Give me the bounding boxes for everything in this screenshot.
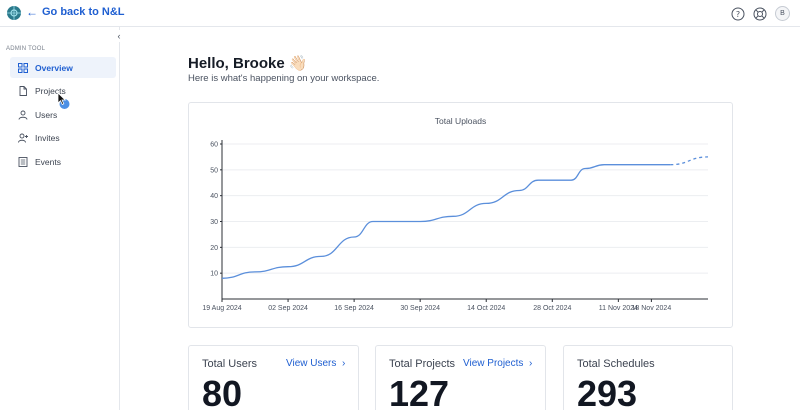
y-tick-label: 20 (210, 245, 218, 252)
x-tick-label: 11 Nov 2024 (599, 305, 638, 312)
page-subtitle: Here is what's happening on your workspa… (188, 73, 380, 84)
top-icons: ? B (731, 6, 790, 21)
page-title: Hello, Brooke 👋🏻 (188, 55, 308, 72)
avatar[interactable]: B (775, 6, 790, 21)
grid-icon (18, 62, 28, 73)
sidebar-item-users[interactable]: Users (10, 104, 116, 125)
user-plus-icon (18, 133, 28, 143)
sidebar-item-label: Events (35, 156, 61, 167)
top-bar: ← Go back to N&L ? B (0, 0, 800, 27)
globe-icon[interactable] (753, 7, 767, 21)
sidebar-item-label: Invites (35, 133, 60, 143)
sidebar-section-label: ADMIN TOOL (6, 46, 46, 52)
collapse-sidebar-button[interactable]: ‹ (113, 30, 125, 42)
stat-card-projects: Total Projects View Projects › 127 (375, 345, 546, 410)
sidebar-item-events[interactable]: Events (10, 151, 116, 172)
view-projects-link[interactable]: View Projects › (463, 358, 532, 369)
stat-value: 293 (577, 373, 638, 410)
view-projects-label: View Projects (463, 358, 524, 369)
stat-label: Total Projects (389, 358, 456, 370)
forecast-series-line (670, 156, 709, 166)
help-icon[interactable]: ? (731, 7, 745, 21)
main-content: Hello, Brooke 👋🏻 Here is what's happenin… (120, 27, 800, 410)
stat-label: Total Users (202, 358, 258, 370)
list-icon (18, 156, 28, 167)
uploads-series-line (221, 164, 671, 279)
x-tick-label: 18 Nov 2024 (632, 305, 672, 312)
chevron-right-icon: › (339, 358, 346, 369)
y-tick-label: 60 (210, 142, 218, 149)
view-users-link[interactable]: View Users › (286, 358, 345, 369)
go-back-label: Go back to N&L (42, 6, 125, 18)
app-logo-icon[interactable] (6, 5, 22, 21)
x-tick-label: 02 Sep 2024 (268, 305, 308, 312)
chevron-right-icon: › (526, 358, 533, 369)
chevron-left-icon: ‹ (117, 31, 121, 41)
sidebar-item-label: Overview (35, 62, 73, 73)
avatar-initial: B (780, 10, 785, 17)
stat-card-schedules: Total Schedules 293 (563, 345, 733, 410)
y-tick-label: 40 (210, 193, 218, 200)
y-tick-label: 10 (210, 271, 218, 278)
x-tick-label: 28 Oct 2024 (533, 305, 571, 312)
stat-value: 80 (202, 373, 243, 410)
uploads-line-chart: 10 20 30 40 50 60 19 Aug 2024 02 Sep 2024 16 Sep… (202, 140, 709, 312)
sidebar-item-label: Projects (35, 86, 66, 96)
sidebar-item-projects[interactable]: Projects (10, 81, 116, 102)
uploads-chart-card: Total Uploads 10 20 30 40 50 60 19 Aug 2024 02 … (188, 102, 733, 328)
sidebar-nav: Overview Projects Users Invites (10, 57, 116, 175)
x-tick-label: 16 Sep 2024 (334, 305, 374, 312)
sidebar: ‹ ADMIN TOOL Overview Projects User (0, 27, 125, 410)
file-icon (19, 86, 27, 96)
y-tick-label: 50 (210, 167, 218, 174)
view-users-label: View Users (286, 358, 337, 369)
x-tick-label: 30 Sep 2024 (400, 305, 440, 312)
go-back-link[interactable]: ← Go back to N&L (26, 6, 125, 18)
x-tick-label: 19 Aug 2024 (202, 305, 241, 312)
sidebar-item-invites[interactable]: Invites (10, 128, 116, 149)
stat-card-users: Total Users View Users › 80 (188, 345, 359, 410)
user-icon (18, 110, 28, 120)
sidebar-item-label: Users (35, 109, 58, 120)
stat-label: Total Schedules (577, 358, 655, 370)
sidebar-item-overview[interactable]: Overview (10, 57, 116, 78)
x-tick-label: 14 Oct 2024 (467, 305, 505, 312)
mouse-cursor-icon (57, 92, 70, 109)
stat-value: 127 (389, 373, 450, 410)
chart-title: Total Uploads (434, 116, 487, 126)
arrow-left-icon: ← (26, 5, 38, 19)
y-tick-label: 30 (210, 219, 218, 226)
svg-text:?: ? (736, 10, 740, 19)
